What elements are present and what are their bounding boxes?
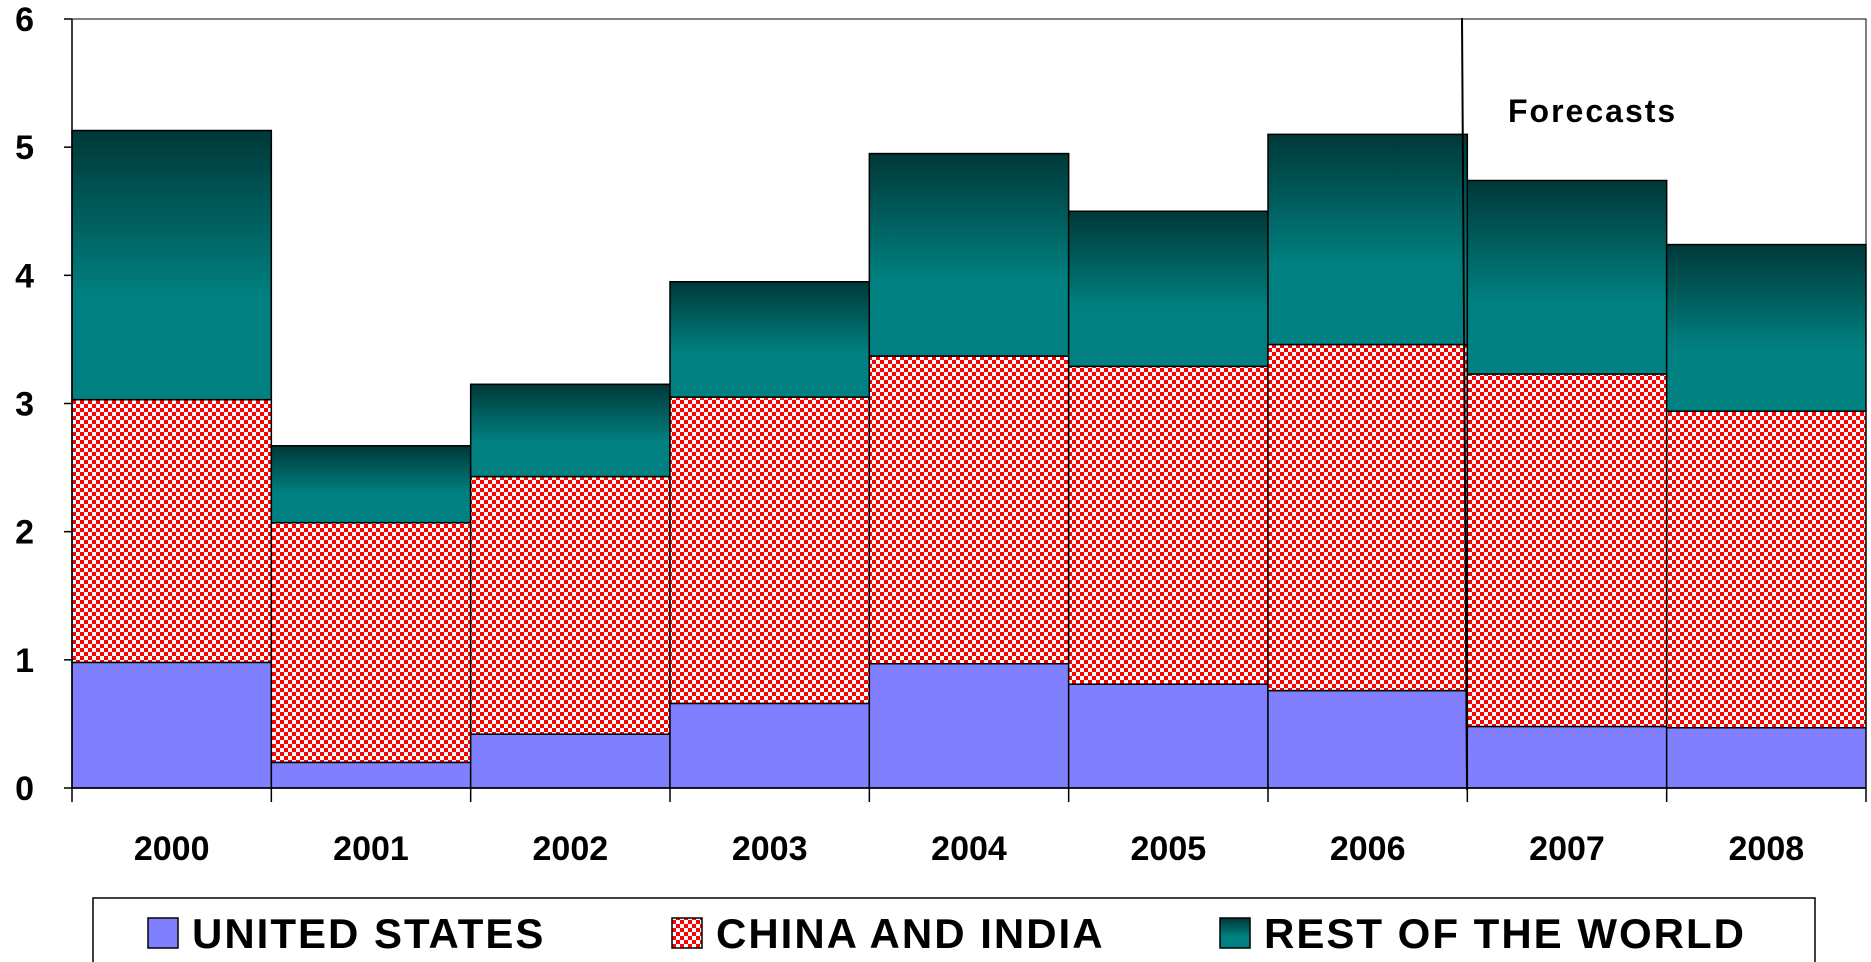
bars-group xyxy=(71,129,1867,789)
x-tick-label: 2007 xyxy=(1529,830,1605,868)
bar-united-states-2002 xyxy=(469,733,671,789)
y-tick-label: 5 xyxy=(15,129,34,167)
bar-united-states-2000 xyxy=(71,661,273,789)
x-tick-label: 2001 xyxy=(333,830,409,868)
bar-rest-of-the-world-2007 xyxy=(1466,179,1668,375)
bar-united-states-2001 xyxy=(270,761,472,789)
bar-rest-of-the-world-2004 xyxy=(868,152,1070,357)
y-tick-label: 1 xyxy=(15,642,34,680)
bar-china-and-india-2003 xyxy=(669,396,871,705)
legend-label-china-and-india: CHINA AND INDIA xyxy=(716,910,1105,957)
bar-united-states-2008 xyxy=(1665,727,1867,789)
legend-swatch-rest-of-the-world xyxy=(1219,917,1251,949)
legend-label-rest-of-the-world: REST OF THE WORLD xyxy=(1264,910,1746,957)
y-tick-label: 3 xyxy=(15,386,34,424)
bar-china-and-india-2007 xyxy=(1466,373,1668,728)
x-tick-label: 2003 xyxy=(732,830,808,868)
legend-box xyxy=(92,897,1816,962)
bar-united-states-2006 xyxy=(1267,689,1469,789)
x-tick-label: 2002 xyxy=(533,830,609,868)
bar-rest-of-the-world-2005 xyxy=(1067,210,1269,368)
bar-china-and-india-2000 xyxy=(71,398,273,664)
bar-united-states-2007 xyxy=(1466,725,1668,789)
bar-united-states-2004 xyxy=(868,662,1070,789)
bar-rest-of-the-world-2001 xyxy=(270,445,472,524)
y-tick-label: 6 xyxy=(15,1,34,39)
legend-label-united-states: UNITED STATES xyxy=(192,910,545,957)
bar-china-and-india-2002 xyxy=(469,475,671,735)
legend-swatch-united-states xyxy=(147,917,179,949)
bar-china-and-india-2006 xyxy=(1267,343,1469,692)
bar-china-and-india-2004 xyxy=(868,355,1070,665)
bar-rest-of-the-world-2006 xyxy=(1267,133,1469,346)
bar-china-and-india-2005 xyxy=(1067,365,1269,685)
bar-rest-of-the-world-2002 xyxy=(469,383,671,478)
bar-china-and-india-2001 xyxy=(270,521,472,764)
x-tick-label: 2004 xyxy=(931,830,1007,868)
forecast-annotation-group: Forecasts xyxy=(1461,17,1677,791)
bar-rest-of-the-world-2008 xyxy=(1665,243,1867,412)
axes-group: 0 1 2 3 4 5 6 2000 2001 2002 2003 2004 2005 2006 2007 2… xyxy=(15,1,1867,868)
bar-united-states-2005 xyxy=(1067,683,1269,789)
legend-swatch-china-and-india xyxy=(671,917,703,949)
legend: UNITED STATES CHINA AND INDIA REST OF THE … xyxy=(92,897,1816,962)
x-tick-label: 2008 xyxy=(1729,830,1805,868)
x-tick-label: 2005 xyxy=(1131,830,1207,868)
forecast-annotation: Forecasts xyxy=(1508,93,1677,129)
bar-rest-of-the-world-2003 xyxy=(669,280,871,398)
y-tick-label: 2 xyxy=(15,514,34,552)
bar-rest-of-the-world-2000 xyxy=(71,129,273,401)
y-tick-label: 4 xyxy=(15,257,34,295)
bar-china-and-india-2008 xyxy=(1665,410,1867,729)
x-tick-label: 2000 xyxy=(134,830,210,868)
x-tick-label: 2006 xyxy=(1330,830,1406,868)
forecast-divider-line xyxy=(1461,17,1468,791)
bar-united-states-2003 xyxy=(669,702,871,789)
y-tick-label: 0 xyxy=(15,770,34,808)
